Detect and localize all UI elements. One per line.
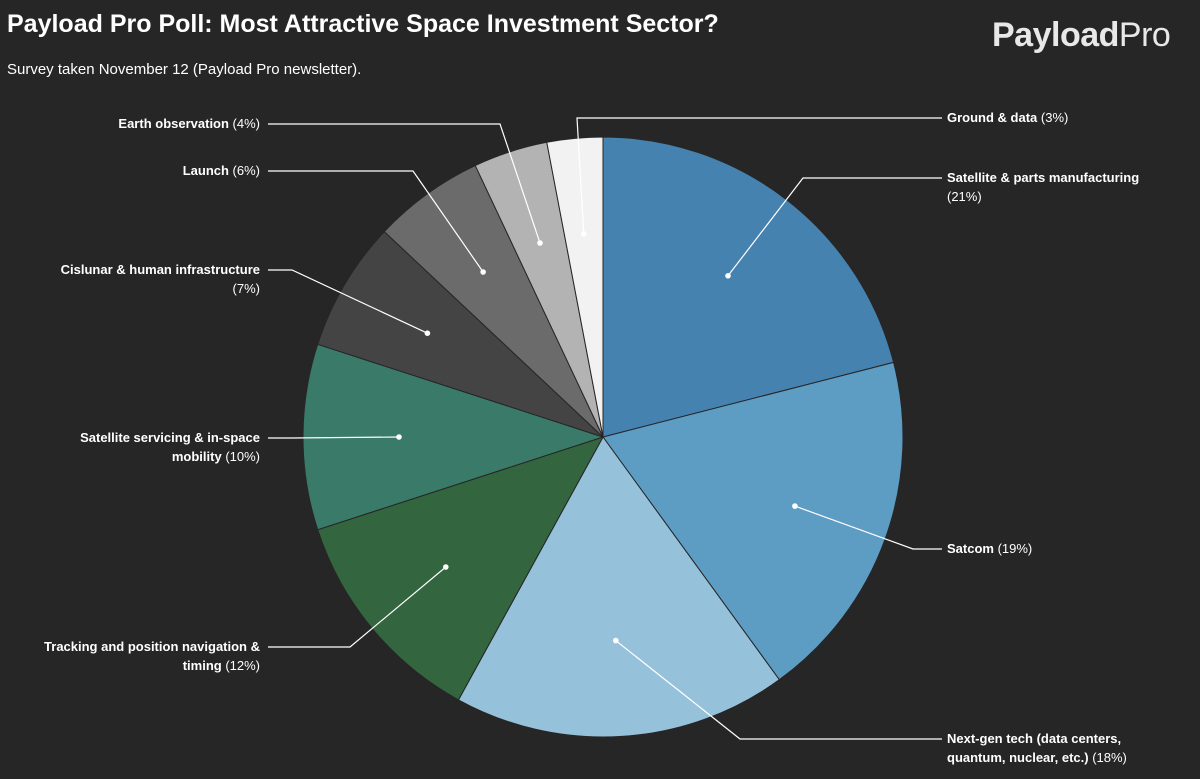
payload-pro-logo: PayloadPro <box>992 16 1171 55</box>
slice-label: Ground & data (3%) <box>947 110 1068 125</box>
slice-label-line: Tracking and position navigation & <box>44 639 260 654</box>
slice-label-line: Launch (6%) <box>183 163 260 178</box>
leader-line <box>727 177 942 277</box>
slice-label-line: Satcom (19%) <box>947 541 1032 556</box>
leader-line <box>268 170 484 273</box>
leader-line <box>268 436 400 439</box>
leader-line <box>268 269 428 334</box>
slice-label-line: (21%) <box>947 189 982 204</box>
slice-label: Launch (6%) <box>183 163 260 178</box>
leader-lines <box>268 117 942 740</box>
pie-slice <box>302 343 605 531</box>
leader-dot <box>613 637 619 644</box>
pie-slices <box>302 136 904 738</box>
leader-dot <box>581 231 587 237</box>
leader-line <box>576 117 942 234</box>
leader-dot <box>537 240 543 246</box>
chart-subtitle: Survey taken November 12 (Payload Pro ne… <box>7 61 362 78</box>
slice-label-line: Satellite & parts manufacturing <box>947 170 1139 185</box>
leader-dot <box>725 273 731 279</box>
logo-text-light: Pro <box>1118 16 1171 54</box>
leader-dot <box>792 503 798 509</box>
slice-label: Satcom (19%) <box>947 541 1032 556</box>
slice-label-line: timing (12%) <box>183 658 260 673</box>
slice-label: Satellite & parts manufacturing (21%) <box>947 170 1139 204</box>
slice-label-line: mobility (10%) <box>172 449 260 464</box>
slice-label-line: Ground & data (3%) <box>947 110 1068 125</box>
slice-labels: Satellite & parts manufacturing (21%) Satc… <box>44 110 1139 765</box>
logo-text-mid: ad <box>1080 16 1119 54</box>
slice-label-line: (7%) <box>233 281 260 296</box>
slice-label-line: Satellite servicing & in-space <box>80 430 260 445</box>
pie-slice <box>317 230 604 438</box>
chart-title: Payload Pro Poll: Most Attractive Space … <box>7 10 719 38</box>
slice-label: Cislunar & human infrastructure (7%) <box>61 262 260 296</box>
slice-label-line: Cislunar & human infrastructure <box>61 262 260 277</box>
leader-dot <box>480 269 486 275</box>
slice-label: Tracking and position navigation & timing… <box>44 639 260 673</box>
slice-label-line: quantum, nuclear, etc.) (18%) <box>947 750 1127 765</box>
slice-label: Earth observation (4%) <box>118 116 260 131</box>
slice-label-line: Earth observation (4%) <box>118 116 260 131</box>
pie-slice <box>457 436 781 738</box>
slice-label: Next-gen tech (data centers, quantum, nuc… <box>947 731 1127 765</box>
slice-label-line: Next-gen tech (data centers, <box>947 731 1121 746</box>
leader-line <box>794 505 942 550</box>
leader-dot <box>443 564 449 570</box>
leader-dot <box>396 434 402 440</box>
leader-dot <box>424 330 431 337</box>
leader-line <box>268 566 447 648</box>
logo-text-bold: Paylo <box>992 16 1081 54</box>
leader-line <box>615 640 942 740</box>
leader-line <box>268 123 541 244</box>
pie-slice <box>546 136 604 438</box>
slice-label: Satellite servicing & in-space mobility (… <box>80 430 260 464</box>
